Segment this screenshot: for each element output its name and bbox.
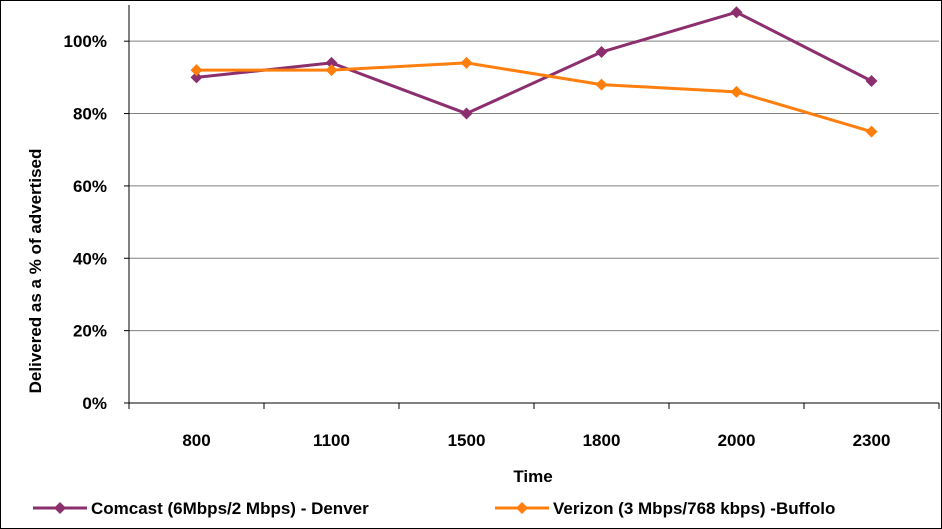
data-point-marker bbox=[730, 85, 743, 98]
x-tick-label: 2000 bbox=[718, 431, 756, 450]
data-point-marker bbox=[460, 56, 473, 69]
data-point-marker bbox=[595, 46, 608, 59]
data-point-marker bbox=[190, 71, 203, 84]
y-tick-label: 80% bbox=[73, 105, 107, 124]
legend-label: Verizon (3 Mbps/768 kbps) -Buffolo bbox=[553, 499, 835, 518]
x-tick-labels: 800 1100 1500 1800 2000 2300 bbox=[182, 431, 890, 450]
data-point-marker bbox=[460, 107, 473, 120]
y-tick-label: 60% bbox=[73, 177, 107, 196]
legend-swatch-marker bbox=[54, 502, 66, 514]
legend-label: Comcast (6Mbps/2 Mbps) - Denver bbox=[91, 499, 369, 518]
y-tick-label: 40% bbox=[73, 249, 107, 268]
y-tick-labels: 0% 20% 40% 60% 80% 100% bbox=[64, 32, 107, 413]
x-tick-label: 2300 bbox=[853, 431, 891, 450]
x-axis-title: Time bbox=[513, 467, 552, 486]
data-point-marker bbox=[730, 6, 743, 19]
gridlines bbox=[129, 40, 939, 332]
data-point-marker bbox=[325, 64, 338, 77]
y-axis-title: Delivered as a % of advertised bbox=[26, 149, 45, 394]
x-tick-label: 1800 bbox=[583, 431, 621, 450]
axes bbox=[124, 5, 940, 409]
x-tick-label: 800 bbox=[182, 431, 210, 450]
y-tick-label: 0% bbox=[82, 394, 107, 413]
x-tick-label: 1100 bbox=[313, 431, 350, 450]
y-tick-label: 20% bbox=[73, 322, 107, 341]
series-line bbox=[196, 10, 873, 116]
series-line bbox=[196, 61, 872, 134]
legend-swatch-marker bbox=[516, 502, 528, 514]
series-lines bbox=[190, 6, 878, 138]
x-tick-label: 1500 bbox=[448, 431, 486, 450]
data-point-marker bbox=[595, 78, 608, 91]
data-point-marker bbox=[325, 56, 338, 69]
data-point-marker bbox=[865, 125, 878, 138]
data-point-marker bbox=[865, 74, 878, 87]
legend: Comcast (6Mbps/2 Mbps) - Denver Verizon (… bbox=[33, 499, 835, 518]
data-point-marker bbox=[190, 64, 203, 77]
y-tick-label: 100% bbox=[64, 32, 107, 51]
